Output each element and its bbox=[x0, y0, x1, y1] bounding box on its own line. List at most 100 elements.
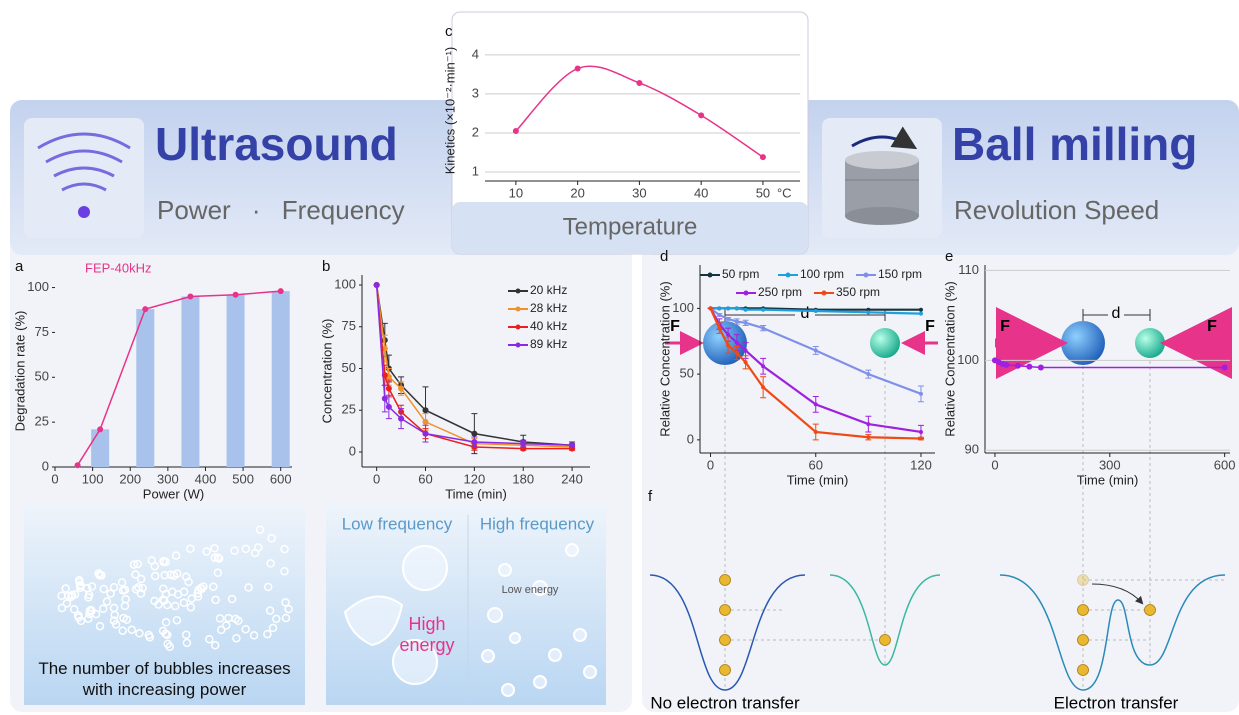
x-tick-label: 0 bbox=[707, 457, 714, 472]
x-tick-label: 0 bbox=[51, 471, 58, 486]
ballmill-title: Ball milling bbox=[952, 118, 1197, 170]
data-point bbox=[142, 306, 148, 312]
y-tick-label: 100 bbox=[957, 352, 979, 367]
legend-marker bbox=[864, 273, 869, 278]
x-tick-label: 600 bbox=[1214, 457, 1236, 472]
data-point bbox=[726, 343, 730, 347]
data-point bbox=[919, 437, 923, 441]
data-point bbox=[233, 292, 239, 298]
bar bbox=[136, 309, 154, 467]
legend-label: 40 kHz bbox=[530, 319, 567, 333]
legend-marker bbox=[786, 273, 791, 278]
data-point bbox=[717, 306, 721, 310]
y-tick-label: 0 bbox=[349, 443, 356, 458]
ultrasound-icon-dot bbox=[78, 206, 90, 218]
y-tick-label: 50 bbox=[342, 360, 356, 375]
data-point bbox=[471, 431, 477, 437]
data-point bbox=[744, 360, 748, 364]
legend-label: 89 kHz bbox=[530, 337, 567, 351]
y-axis-label: Relative Concentration (%) bbox=[657, 281, 672, 436]
x-tick-label: 120 bbox=[464, 471, 486, 486]
ultrasound-title: Ultrasound bbox=[155, 118, 398, 170]
x-tick-label: 60 bbox=[809, 457, 823, 472]
data-point bbox=[726, 333, 730, 337]
data-point bbox=[520, 441, 526, 447]
data-point bbox=[698, 112, 704, 118]
data-point bbox=[814, 309, 818, 313]
data-point bbox=[735, 306, 739, 310]
data-point bbox=[761, 308, 765, 312]
data-point bbox=[735, 320, 739, 324]
x-tick-label: 100 bbox=[82, 471, 104, 486]
data-point bbox=[866, 310, 870, 314]
force-label: F bbox=[1207, 318, 1217, 335]
data-point bbox=[398, 386, 404, 392]
bar bbox=[181, 297, 199, 467]
data-point bbox=[398, 416, 404, 422]
bubbles-caption: The number of bubbles increases with inc… bbox=[28, 658, 301, 700]
distance-label: d bbox=[801, 305, 810, 322]
legend-marker bbox=[744, 291, 749, 296]
data-point bbox=[471, 439, 477, 445]
x-tick-label: 600 bbox=[270, 471, 292, 486]
bar bbox=[227, 295, 245, 467]
y-tick-label: 25 bbox=[35, 414, 49, 429]
high-energy: High energy bbox=[392, 614, 462, 656]
data-point bbox=[919, 308, 923, 312]
y-tick-label: 110 bbox=[958, 262, 979, 277]
x-tick-label: 180 bbox=[512, 471, 534, 486]
data-point bbox=[513, 128, 519, 134]
transfer-caption: Electron transfer bbox=[1054, 693, 1179, 712]
figure: Ultrasound Power · Frequency Ball millin… bbox=[0, 0, 1239, 715]
figure-canvas: Ultrasound Power · Frequency Ball millin… bbox=[0, 0, 1239, 715]
data-point bbox=[744, 308, 748, 312]
legend-marker bbox=[822, 291, 827, 296]
data-point bbox=[278, 288, 284, 294]
force-label: F bbox=[1000, 318, 1010, 335]
data-point bbox=[1003, 362, 1009, 368]
data-point bbox=[866, 435, 870, 439]
x-tick-label: 0 bbox=[373, 471, 380, 486]
data-point bbox=[423, 419, 429, 425]
data-point bbox=[386, 404, 392, 410]
data-point bbox=[726, 317, 730, 321]
y-tick-label: 90 bbox=[965, 442, 979, 457]
data-point bbox=[735, 341, 739, 345]
legend-label: 250 rpm bbox=[758, 285, 802, 299]
x-tick-label: 500 bbox=[232, 471, 254, 486]
data-point bbox=[717, 313, 721, 317]
no-transfer-caption: No electron transfer bbox=[650, 693, 800, 712]
y-tick-label: 4 bbox=[472, 46, 479, 61]
data-point bbox=[1026, 364, 1032, 370]
data-point bbox=[919, 430, 923, 434]
data-point bbox=[1015, 363, 1021, 369]
legend-label: FEP-40kHz bbox=[85, 260, 151, 275]
data-point bbox=[866, 422, 870, 426]
legend-marker bbox=[516, 343, 521, 348]
data-point bbox=[919, 392, 923, 396]
panel-label: e bbox=[945, 248, 953, 265]
y-axis-label: Degradation rate (%) bbox=[12, 311, 27, 432]
y-tick-label: 3 bbox=[472, 85, 479, 100]
y-axis-label: Relative Concentration (%) bbox=[942, 281, 957, 436]
data-point bbox=[735, 351, 739, 355]
x-tick-label: 50 bbox=[756, 185, 770, 200]
y-tick-label: 100 bbox=[27, 279, 49, 294]
data-point bbox=[423, 431, 429, 437]
legend-label: 150 rpm bbox=[878, 267, 922, 281]
data-point bbox=[726, 306, 730, 310]
data-point bbox=[569, 442, 575, 448]
data-point bbox=[761, 326, 765, 330]
y-tick-label: 75 bbox=[342, 318, 356, 333]
ultrasound-icon-bg bbox=[24, 118, 144, 238]
bar bbox=[91, 429, 109, 467]
low-frequency: Low frequency bbox=[342, 514, 453, 533]
x-axis-label: Time (min) bbox=[445, 486, 507, 501]
low-energy: Low energy bbox=[502, 584, 559, 596]
data-point bbox=[75, 462, 81, 468]
panel-label: d bbox=[660, 248, 668, 265]
data-point bbox=[761, 364, 765, 368]
y-tick-label: 100 bbox=[334, 276, 356, 291]
x-tick-label: 240 bbox=[561, 471, 583, 486]
data-point bbox=[187, 294, 193, 300]
